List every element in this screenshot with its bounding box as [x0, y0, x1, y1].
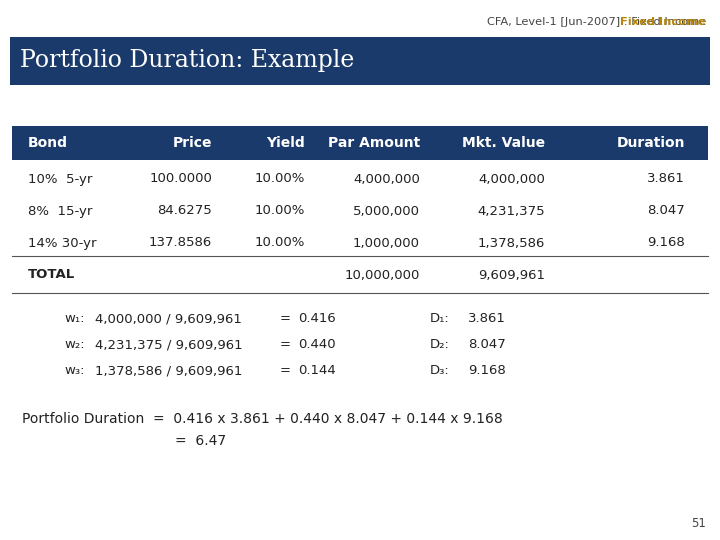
Text: 9,609,961: 9,609,961: [478, 268, 545, 281]
Text: 0.416: 0.416: [298, 312, 336, 325]
Text: 4,000,000 / 9,609,961: 4,000,000 / 9,609,961: [95, 312, 242, 325]
Text: Fixed Income: Fixed Income: [621, 17, 706, 27]
Text: 9.168: 9.168: [647, 237, 685, 249]
Text: Bond: Bond: [28, 136, 68, 150]
Text: 8.047: 8.047: [468, 338, 505, 351]
Text: 4,000,000: 4,000,000: [353, 172, 420, 186]
Text: 4,000,000: 4,000,000: [478, 172, 545, 186]
Text: Price: Price: [173, 136, 212, 150]
Text: D₂:: D₂:: [430, 338, 450, 351]
Text: 10%  5-yr: 10% 5-yr: [28, 172, 92, 186]
Text: Duration: Duration: [616, 136, 685, 150]
Text: 0.440: 0.440: [298, 338, 336, 351]
Text: 100.0000: 100.0000: [149, 172, 212, 186]
Text: TOTAL: TOTAL: [28, 268, 76, 281]
FancyBboxPatch shape: [10, 37, 710, 85]
Text: 4,231,375: 4,231,375: [477, 205, 545, 218]
Text: 51: 51: [691, 517, 706, 530]
Text: 10,000,000: 10,000,000: [345, 268, 420, 281]
Text: 1,378,586: 1,378,586: [477, 237, 545, 249]
Text: 8.047: 8.047: [647, 205, 685, 218]
Text: 137.8586: 137.8586: [149, 237, 212, 249]
Text: 10.00%: 10.00%: [255, 172, 305, 186]
Text: Mkt. Value: Mkt. Value: [462, 136, 545, 150]
Text: 0.144: 0.144: [298, 364, 336, 377]
Text: 10.00%: 10.00%: [255, 237, 305, 249]
Text: Portfolio Duration  =  0.416 x 3.861 + 0.440 x 8.047 + 0.144 x 9.168: Portfolio Duration = 0.416 x 3.861 + 0.4…: [22, 411, 503, 426]
Text: 14% 30-yr: 14% 30-yr: [28, 237, 96, 249]
Text: 4,231,375 / 9,609,961: 4,231,375 / 9,609,961: [95, 338, 243, 351]
Text: w₃:: w₃:: [65, 364, 85, 377]
Text: =  6.47: = 6.47: [175, 434, 226, 448]
Text: 10.00%: 10.00%: [255, 205, 305, 218]
Text: Par Amount: Par Amount: [328, 136, 420, 150]
Text: 84.6275: 84.6275: [157, 205, 212, 218]
Text: 1,000,000: 1,000,000: [353, 237, 420, 249]
Text: =: =: [279, 338, 290, 351]
Text: 8%  15-yr: 8% 15-yr: [28, 205, 92, 218]
Text: =: =: [279, 364, 290, 377]
Text: w₂:: w₂:: [64, 338, 85, 351]
Text: w₁:: w₁:: [65, 312, 85, 325]
FancyBboxPatch shape: [12, 126, 708, 160]
Text: Yield: Yield: [266, 136, 305, 150]
Text: D₃:: D₃:: [430, 364, 450, 377]
Text: 3.861: 3.861: [647, 172, 685, 186]
Text: D₁:: D₁:: [430, 312, 450, 325]
Text: =: =: [279, 312, 290, 325]
Text: 1,378,586 / 9,609,961: 1,378,586 / 9,609,961: [95, 364, 243, 377]
Text: 3.861: 3.861: [468, 312, 506, 325]
Text: Portfolio Duration: Example: Portfolio Duration: Example: [20, 50, 354, 72]
Text: 9.168: 9.168: [468, 364, 505, 377]
Text: CFA, Level-1 [Jun-2007] : Fixed Income: CFA, Level-1 [Jun-2007] : Fixed Income: [487, 17, 706, 27]
Text: 5,000,000: 5,000,000: [353, 205, 420, 218]
